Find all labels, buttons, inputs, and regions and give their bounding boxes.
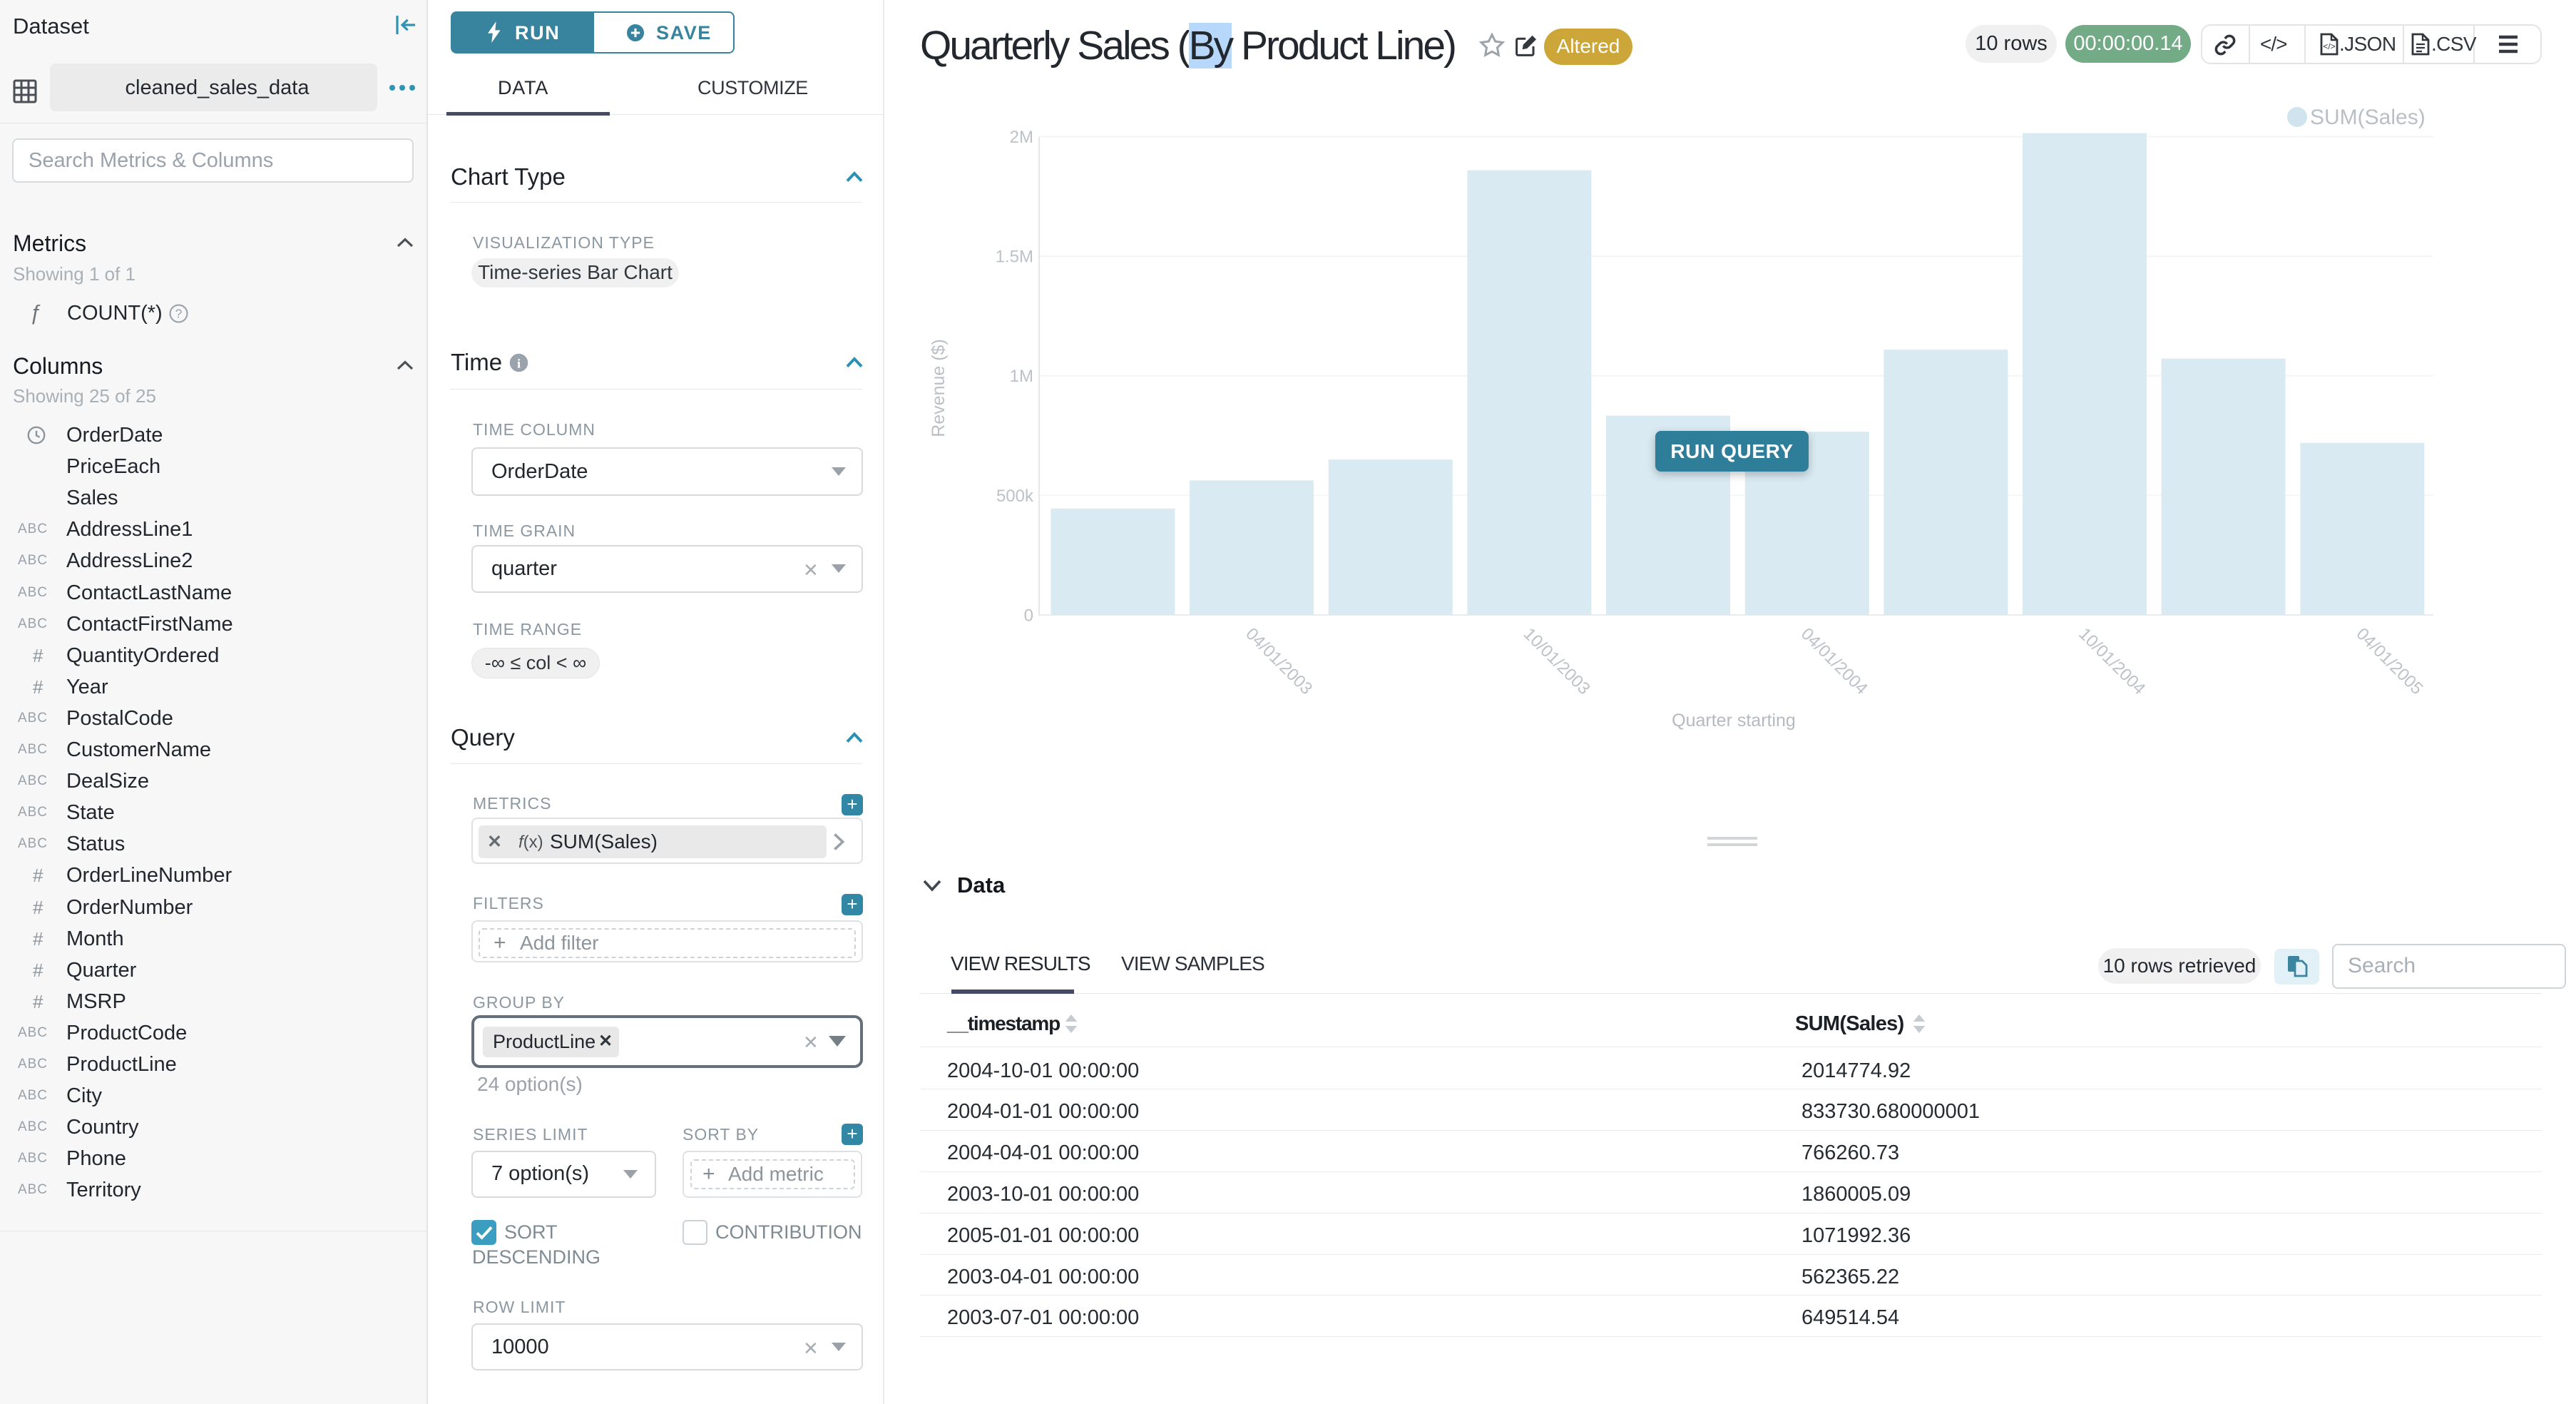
- svg-text:04/01/2004: 04/01/2004: [1797, 624, 1871, 698]
- svg-text:</>: </>: [2323, 41, 2335, 51]
- svg-text:500k: 500k: [996, 487, 1034, 506]
- svg-text:04/01/2005: 04/01/2005: [2352, 624, 2426, 698]
- svg-text:SUM(Sales): SUM(Sales): [2310, 106, 2426, 129]
- svg-text:1.5M: 1.5M: [996, 248, 1033, 267]
- svg-text:1M: 1M: [1010, 367, 1033, 386]
- svg-text:i: i: [517, 356, 521, 370]
- svg-text:0: 0: [1024, 606, 1033, 625]
- svg-text:Revenue ($): Revenue ($): [929, 339, 949, 437]
- svg-text:2M: 2M: [1010, 128, 1033, 147]
- svg-text:?: ?: [175, 307, 183, 321]
- svg-text:Quarter starting: Quarter starting: [1672, 711, 1796, 731]
- svg-text:04/01/2003: 04/01/2003: [1242, 624, 1316, 698]
- svg-text:10/01/2004: 10/01/2004: [2075, 624, 2149, 698]
- svg-text:10/01/2003: 10/01/2003: [1520, 624, 1594, 698]
